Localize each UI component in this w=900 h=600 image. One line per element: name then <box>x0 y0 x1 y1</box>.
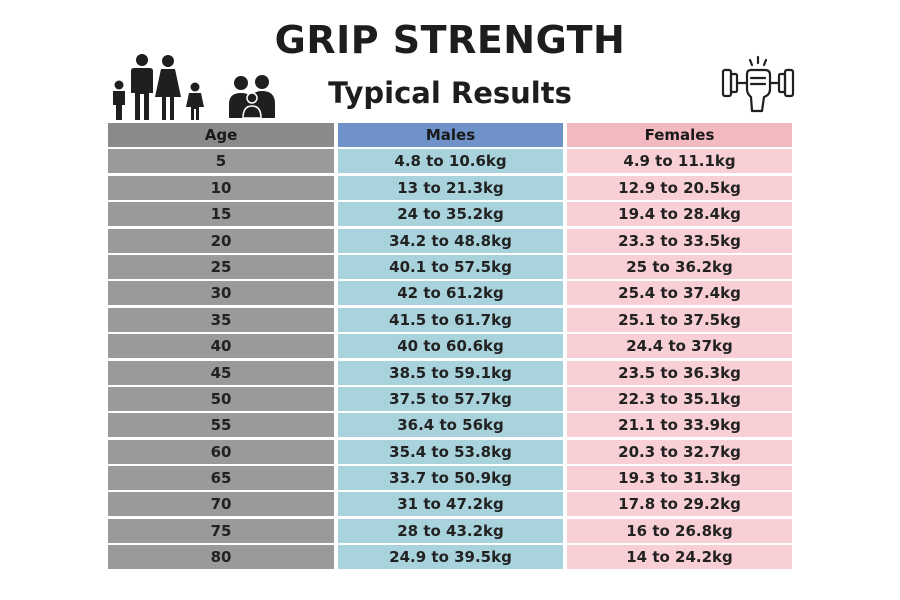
table-row: 60 35.4 to 53.8kg 20.3 to 32.7kg <box>108 439 792 466</box>
age-cell: 50 <box>108 386 334 411</box>
table-row: 35 41.5 to 61.7kg 25.1 to 37.5kg <box>108 307 792 334</box>
table-body: 5 4.8 to 10.6kg 4.9 to 11.1kg 10 13 to 21.3k… <box>108 149 792 571</box>
age-cell: 55 <box>108 413 334 438</box>
males-cell: 31 to 47.2kg <box>338 492 563 517</box>
column-header-males: Males <box>338 123 563 147</box>
table-row: 75 28 to 43.2kg 16 to 26.8kg <box>108 518 792 545</box>
table-row: 45 38.5 to 59.1kg 23.5 to 36.3kg <box>108 360 792 387</box>
age-cell: 15 <box>108 202 334 227</box>
age-cell: 65 <box>108 466 334 491</box>
table-row: 20 34.2 to 48.8kg 23.3 to 33.5kg <box>108 228 792 255</box>
age-cell: 40 <box>108 334 334 359</box>
age-cell: 45 <box>108 360 334 385</box>
age-cell: 70 <box>108 492 334 517</box>
table-row: 70 31 to 47.2kg 17.8 to 29.2kg <box>108 492 792 518</box>
age-cell: 5 <box>108 149 334 174</box>
table-row: 80 24.9 to 39.5kg 14 to 24.2kg <box>108 545 792 571</box>
males-cell: 37.5 to 57.7kg <box>338 386 563 411</box>
males-cell: 42 to 61.2kg <box>338 281 563 306</box>
females-cell: 16 to 26.8kg <box>567 518 792 543</box>
males-cell: 24.9 to 39.5kg <box>338 545 563 570</box>
males-cell: 28 to 43.2kg <box>338 518 563 543</box>
males-cell: 40.1 to 57.5kg <box>338 254 563 279</box>
females-cell: 4.9 to 11.1kg <box>567 149 792 174</box>
females-cell: 17.8 to 29.2kg <box>567 492 792 517</box>
females-cell: 24.4 to 37kg <box>567 334 792 359</box>
table-row: 55 36.4 to 56kg 21.1 to 33.9kg <box>108 413 792 439</box>
age-cell: 80 <box>108 545 334 570</box>
males-cell: 36.4 to 56kg <box>338 413 563 438</box>
females-cell: 25.4 to 37.4kg <box>567 281 792 306</box>
females-cell: 25 to 36.2kg <box>567 254 792 279</box>
females-cell: 21.1 to 33.9kg <box>567 413 792 438</box>
table-row: 15 24 to 35.2kg 19.4 to 28.4kg <box>108 202 792 228</box>
females-cell: 19.3 to 31.3kg <box>567 466 792 491</box>
females-cell: 22.3 to 35.1kg <box>567 386 792 411</box>
females-cell: 23.3 to 33.5kg <box>567 228 792 253</box>
age-cell: 75 <box>108 518 334 543</box>
males-cell: 41.5 to 61.7kg <box>338 307 563 332</box>
age-cell: 60 <box>108 439 334 464</box>
males-cell: 38.5 to 59.1kg <box>338 360 563 385</box>
age-cell: 20 <box>108 228 334 253</box>
males-cell: 4.8 to 10.6kg <box>338 149 563 174</box>
males-cell: 35.4 to 53.8kg <box>338 439 563 464</box>
grip-strength-table: Age Males Females 5 4.8 to 10.6kg 4.9 to 1… <box>108 123 792 572</box>
dumbbell-grip-icon <box>721 55 795 113</box>
table-row: 40 40 to 60.6kg 24.4 to 37kg <box>108 334 792 360</box>
age-cell: 30 <box>108 281 334 306</box>
column-header-females: Females <box>567 123 792 147</box>
females-cell: 25.1 to 37.5kg <box>567 307 792 332</box>
males-cell: 24 to 35.2kg <box>338 202 563 227</box>
table-row: 5 4.8 to 10.6kg 4.9 to 11.1kg <box>108 149 792 175</box>
age-cell: 35 <box>108 307 334 332</box>
females-cell: 23.5 to 36.3kg <box>567 360 792 385</box>
females-cell: 19.4 to 28.4kg <box>567 202 792 227</box>
table-row: 30 42 to 61.2kg 25.4 to 37.4kg <box>108 281 792 307</box>
males-cell: 40 to 60.6kg <box>338 334 563 359</box>
column-header-age: Age <box>108 123 334 147</box>
family-icon <box>113 54 204 120</box>
table-row: 50 37.5 to 57.7kg 22.3 to 35.1kg <box>108 386 792 413</box>
females-cell: 12.9 to 20.5kg <box>567 175 792 200</box>
males-cell: 34.2 to 48.8kg <box>338 228 563 253</box>
females-cell: 14 to 24.2kg <box>567 545 792 570</box>
parent-child-icon <box>229 75 275 118</box>
table-row: 10 13 to 21.3kg 12.9 to 20.5kg <box>108 175 792 202</box>
age-cell: 25 <box>108 254 334 279</box>
page-subtitle: Typical Results <box>328 76 572 110</box>
page-title: GRIP STRENGTH <box>274 18 626 62</box>
males-cell: 13 to 21.3kg <box>338 175 563 200</box>
table-row: 65 33.7 to 50.9kg 19.3 to 31.3kg <box>108 466 792 492</box>
table-header-row: Age Males Females <box>108 123 792 149</box>
table-row: 25 40.1 to 57.5kg 25 to 36.2kg <box>108 254 792 281</box>
age-cell: 10 <box>108 175 334 200</box>
females-cell: 20.3 to 32.7kg <box>567 439 792 464</box>
males-cell: 33.7 to 50.9kg <box>338 466 563 491</box>
